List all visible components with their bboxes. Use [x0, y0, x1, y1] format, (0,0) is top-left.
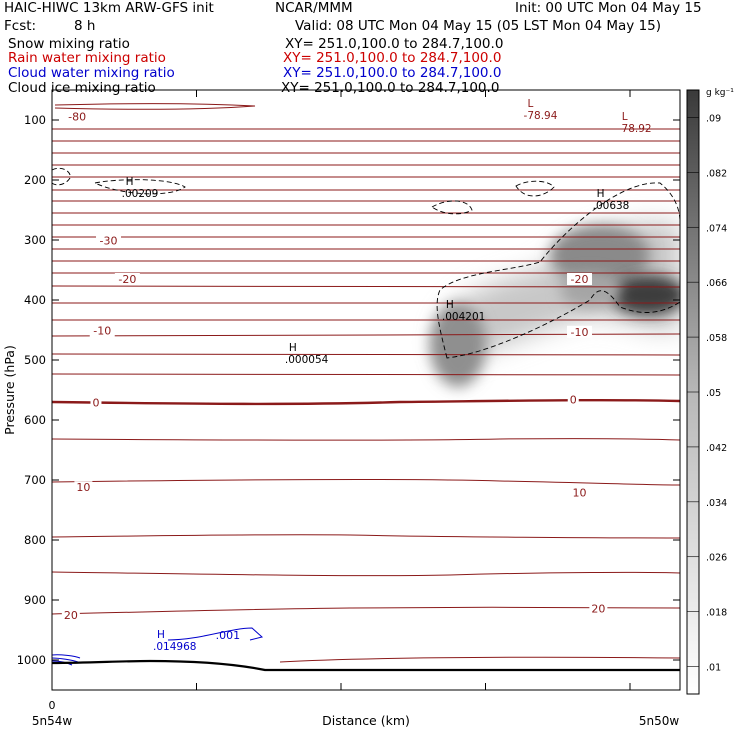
x-axis-label: Distance (km): [322, 713, 410, 728]
contour-label-bg: [74, 481, 93, 494]
extremum-mark: H: [289, 342, 297, 354]
contour-label-bg: [61, 609, 80, 621]
y-tick-label: 300: [24, 233, 46, 247]
colorbar-tick-label: .034: [706, 498, 727, 509]
extremum-mark: H: [126, 176, 134, 188]
temperature-contour-label: -20: [571, 273, 589, 286]
y-tick-label: 800: [24, 533, 46, 547]
field-snow-xy: XY= 251.0,100.0 to 284.7,100.0: [285, 36, 504, 52]
extremum-value: -78.94: [524, 110, 558, 122]
extrema-labels: L-78.94 L-78.92H.00209 H.00638H.004201H.00…: [122, 98, 652, 653]
extremum-mark: L: [622, 111, 628, 123]
y-tick-label: 200: [24, 173, 46, 187]
y-tick-label: 900: [24, 593, 46, 607]
y-tick-label: 100: [24, 113, 46, 127]
temperature-contour-label: 20: [64, 609, 78, 622]
contour-label-bg: [567, 393, 579, 406]
cloud-water-contour-label: .001: [216, 629, 241, 642]
contour-labels: -80 -30 -20 -20 -10 -10 0 0 10 10 20 20 .001: [61, 110, 608, 642]
title-left: HAIC-HIWC 13km ARW-GFS init: [4, 0, 214, 16]
y-tick-label: 500: [24, 353, 46, 367]
org-label: NCAR/MMM: [275, 0, 353, 16]
extremum-value: .000054: [285, 354, 329, 366]
contour-label-bg: [567, 325, 593, 338]
colorbar-tick-label: .082: [706, 168, 727, 179]
fcst-label: Fcst:: [4, 18, 37, 34]
colorbar-tick-label: .026: [706, 553, 727, 564]
colorbar: g kg⁻¹ .01 .018 .026 .034 .042 .05 .058 .066 .074…: [686, 88, 734, 695]
colorbar-tick-label: .09: [706, 113, 721, 124]
y-tick-label: 1000: [17, 653, 46, 667]
terrain-line: [51, 659, 680, 672]
temperature-contour-label: -10: [571, 326, 589, 339]
colorbar-tick-label: .074: [706, 223, 727, 234]
contour-label-bg: [114, 273, 140, 285]
extremum-value: .00638: [593, 200, 630, 212]
extremum-value: .014968: [153, 641, 196, 653]
x-tick-label: 0: [49, 699, 56, 712]
colorbar-tick-label: .05: [706, 388, 721, 399]
contour-label-bg: [64, 110, 90, 123]
y-axis-label: Pressure (hPa): [2, 345, 17, 435]
colorbar-tick-label: .042: [706, 443, 727, 454]
valid-label: Valid: 08 UTC Mon 04 May 15 (05 LST Mon …: [295, 18, 662, 34]
temperature-contour-label: 0: [570, 394, 577, 407]
temperature-contour-label: 10: [573, 487, 587, 500]
y-tick-label: 400: [24, 293, 46, 307]
contour-label-bg: [96, 234, 122, 247]
y-tick-label: 700: [24, 473, 46, 487]
field-cloudwater-xy: XY= 251.0,100.0 to 284.7,100.0: [283, 65, 502, 81]
extremum-value: .00209: [122, 188, 159, 200]
temperature-contours: [52, 103, 680, 663]
field-cloudice-name: Cloud ice mixing ratio: [8, 80, 156, 96]
colorbar-tick-label: .018: [706, 608, 727, 619]
colorbar-tick-label: .058: [706, 333, 727, 344]
x-axis: 0 5n54w 5n50w: [32, 90, 681, 728]
extremum-mark: H: [157, 629, 165, 641]
init-label: Init: 00 UTC Mon 04 May 15: [515, 0, 702, 16]
contour-label-bg: [567, 273, 593, 285]
contour-label-bg: [89, 324, 115, 337]
field-cloudwater-name: Cloud water mixing ratio: [8, 65, 175, 81]
extremum-value: .004201: [442, 311, 485, 323]
snow-shading: [430, 222, 680, 387]
temperature-contour-label: 20: [591, 602, 605, 615]
colorbar-tick-label: .066: [706, 278, 727, 289]
y-tick-label: 600: [24, 413, 46, 427]
contour-label-bg: [570, 486, 589, 499]
field-cloudice-xy: XY= 251.0,100.0 to 284.7,100.0: [281, 80, 500, 96]
contour-label-bg: [589, 602, 608, 615]
field-rain-xy: XY= 251.0,100.0 to 284.7,100.0: [283, 50, 502, 66]
temperature-contour-label: -20: [118, 273, 136, 286]
temperature-contour-label: -80: [68, 110, 86, 123]
contour-label-bg: [90, 396, 102, 409]
temperature-contour-label: 0: [92, 397, 99, 410]
extremum-mark: H: [597, 188, 605, 200]
colorbar-tick-label: .01: [706, 663, 721, 674]
temperature-contour-label: -10: [93, 325, 111, 338]
extremum-value: -78.92: [618, 123, 652, 135]
temperature-contour-label: -30: [100, 235, 118, 248]
plot-frame: [51, 89, 681, 691]
extremum-mark: H: [446, 299, 454, 311]
fcst-value: 8 h: [74, 18, 96, 34]
field-rain-name: Rain water mixing ratio: [8, 50, 166, 66]
extremum-mark: L: [528, 98, 534, 110]
field-snow-name: Snow mixing ratio: [8, 36, 130, 52]
colorbar-unit: g kg⁻¹: [706, 88, 734, 98]
x-start-label: 5n54w: [32, 714, 73, 728]
x-end-label: 5n50w: [639, 714, 680, 728]
temperature-contour-label: 10: [76, 481, 90, 494]
